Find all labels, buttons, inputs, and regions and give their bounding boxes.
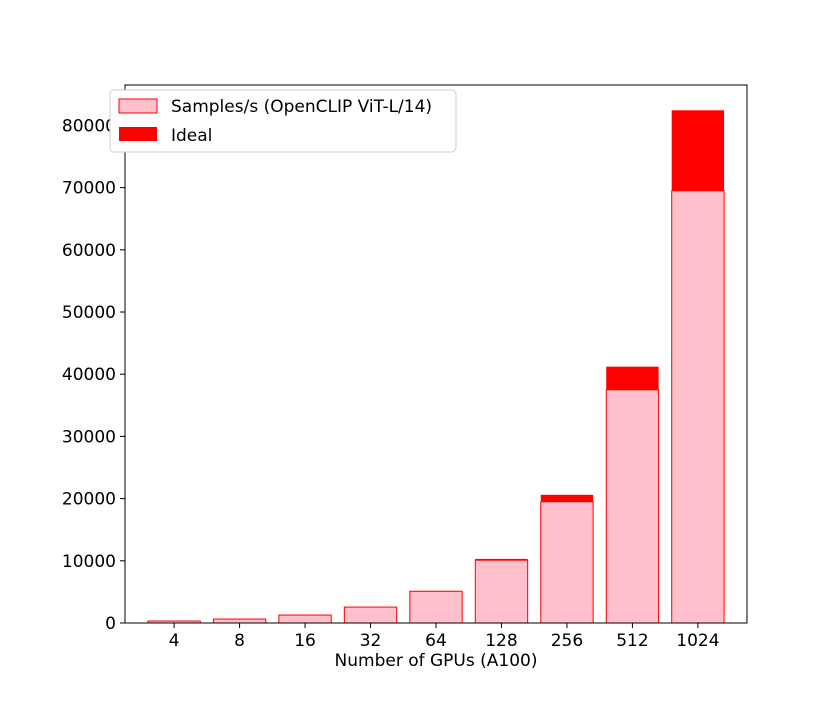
x-axis: 4 8 16 32 64 128 256 512 1024 — [169, 623, 720, 651]
x-tick-label: 32 — [360, 631, 382, 651]
bar-samples-64 — [409, 590, 463, 624]
x-axis-label: Number of GPUs (A100) — [335, 651, 538, 671]
bar-samples-256 — [540, 501, 594, 624]
bar-samples-512 — [605, 389, 660, 624]
y-tick-label: 10000 — [62, 552, 116, 572]
plot-frame — [124, 84, 748, 624]
bar-samples-16 — [278, 614, 332, 624]
y-tick-label: 30000 — [62, 427, 116, 447]
x-tick-label: 4 — [169, 631, 180, 651]
x-tick-label: 16 — [294, 631, 316, 651]
x-tick-label: 256 — [551, 631, 583, 651]
y-tick-label: 20000 — [62, 490, 116, 510]
legend-box — [109, 89, 457, 153]
x-tick-label: 8 — [234, 631, 245, 651]
y-tick-label: 0 — [105, 614, 116, 634]
bar-samples-32 — [343, 606, 398, 624]
legend-label-samples: Samples/s (OpenCLIP ViT-L/14) — [171, 97, 432, 117]
x-tick-label: 1024 — [676, 631, 719, 651]
bars-layer — [147, 110, 725, 624]
bar-samples-8 — [212, 618, 267, 624]
bar-samples-128 — [474, 559, 529, 624]
y-tick-label: 60000 — [62, 241, 116, 261]
legend-label-ideal: Ideal — [171, 126, 212, 146]
x-tick-label: 64 — [425, 631, 447, 651]
x-tick-label: 128 — [485, 631, 517, 651]
bar-samples-1024 — [671, 190, 725, 624]
x-tick-label: 512 — [616, 631, 648, 651]
y-tick-label: 40000 — [62, 365, 116, 385]
legend-swatch-samples — [118, 98, 158, 114]
legend-swatch-ideal — [119, 127, 157, 141]
y-tick-label: 80000 — [62, 116, 116, 136]
y-tick-label: 70000 — [62, 179, 116, 199]
y-tick-label: 50000 — [62, 303, 116, 323]
legend: Samples/s (OpenCLIP ViT-L/14) Ideal — [109, 89, 457, 153]
y-axis: 0 10000 20000 30000 40000 50000 60000 70000 8000… — [62, 116, 125, 634]
